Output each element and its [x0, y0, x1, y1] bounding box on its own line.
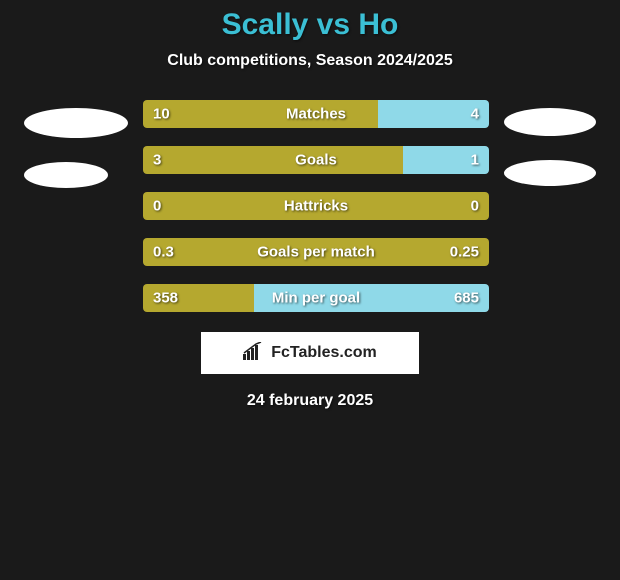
- stat-right-value: 0.25: [450, 244, 479, 261]
- page-title: Scally vs Ho: [0, 8, 620, 42]
- subtitle: Club competitions, Season 2024/2025: [0, 52, 620, 70]
- player-photo: [24, 108, 128, 138]
- player-photo: [504, 108, 596, 136]
- stat-right-value: 685: [454, 290, 479, 307]
- right-photos: [504, 100, 596, 186]
- stat-left-value: 0: [153, 198, 161, 215]
- stat-left-value: 10: [153, 106, 170, 123]
- stat-row: Goals per match 0.3 0.25: [143, 238, 489, 266]
- bar-left-segment: [143, 146, 403, 174]
- stat-label: Min per goal: [272, 290, 360, 307]
- chart-icon: [243, 342, 265, 365]
- stat-row: Min per goal 358 685: [143, 284, 489, 312]
- stat-left-value: 358: [153, 290, 178, 307]
- comparison-container: Scally vs Ho Club competitions, Season 2…: [0, 0, 620, 410]
- stat-left-value: 0.3: [153, 244, 174, 261]
- stat-label: Matches: [286, 106, 346, 123]
- player-photo: [24, 162, 108, 188]
- stat-right-value: 4: [471, 106, 479, 123]
- stat-right-value: 1: [471, 152, 479, 169]
- left-photos: [24, 100, 128, 188]
- stat-right-value: 0: [471, 198, 479, 215]
- date: 24 february 2025: [0, 392, 620, 410]
- stats-area: Matches 10 4 Goals 3 1 Hattricks 0 0 Goals per ma…: [0, 100, 620, 312]
- stat-row: Goals 3 1: [143, 146, 489, 174]
- brand-text: FcTables.com: [271, 344, 377, 362]
- stat-row: Hattricks 0 0: [143, 192, 489, 220]
- stat-left-value: 3: [153, 152, 161, 169]
- player-photo: [504, 160, 596, 186]
- stat-row: Matches 10 4: [143, 100, 489, 128]
- stat-label: Goals: [295, 152, 337, 169]
- stat-label: Goals per match: [257, 244, 375, 261]
- brand-logo: FcTables.com: [201, 332, 419, 374]
- comparison-bars: Matches 10 4 Goals 3 1 Hattricks 0 0 Goals per ma…: [143, 100, 489, 312]
- stat-label: Hattricks: [284, 198, 348, 215]
